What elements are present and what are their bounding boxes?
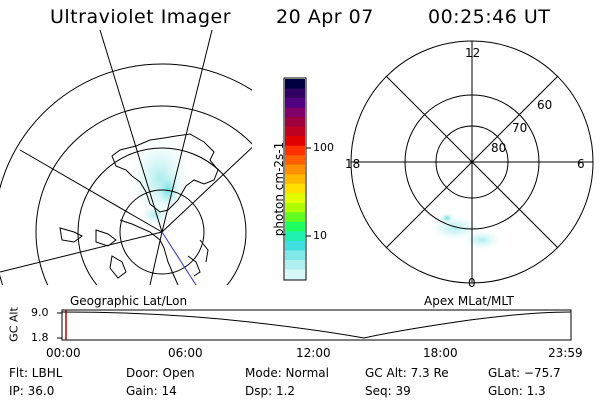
aurora-patch [464,230,500,250]
timeline-x-tick: 18:00 [423,346,458,360]
colorbar-cell [285,98,305,109]
colorbar-cell [285,221,305,232]
mlat-label-60: 60 [537,98,553,112]
lat-circle [35,105,252,285]
colorbar-cell [285,259,305,270]
colorbar-cell [285,79,305,90]
colorbar-unit-label: photon cm-2s-1 [272,141,286,237]
mlt-label-dusk: 18 [345,157,361,171]
mlt-label-dawn: 6 [577,157,585,171]
coastline [59,133,219,285]
dsp-info: Dsp: 1.2 [245,384,296,398]
colorbar-cell [285,212,305,223]
colorbar-cell [285,231,305,242]
mode-info: Mode: Normal [245,366,329,380]
colorbar-cell [285,88,305,99]
aurora-patch [141,205,169,225]
timeline-y-tick: 9.0 [31,306,49,319]
mlat-label-80: 80 [491,141,507,155]
lat-circle [119,189,205,275]
color-bar [283,77,311,281]
timeline-ticks [57,312,62,339]
timeline-frame [61,309,572,341]
satellite-track [161,231,197,285]
colorbar-cell [285,250,305,261]
colorbar-cell [285,183,305,194]
colorbar-cell [285,174,305,185]
timeline-x-tick: 23:59 [548,346,583,360]
colorbar-cell [285,269,305,280]
colorbar-cell [285,155,305,166]
colorbar-cell [285,126,305,137]
timeline-x-tick: 06:00 [168,346,203,360]
left-panel-label: Geographic Lat/Lon [70,294,188,308]
gain-info: Gain: 14 [126,384,177,398]
colorbar-cell [285,202,305,213]
mlt-lines [351,41,593,283]
instrument-title: Ultraviolet Imager [50,6,232,28]
seq-info: Seq: 39 [365,384,411,398]
mlt-label-noon: 12 [465,46,481,60]
geographic-map [0,30,252,285]
gcalt-info: GC Alt: 7.3 Re [365,366,449,380]
glon-info: GLon: 1.3 [488,384,546,398]
colorbar-cell [285,193,305,204]
timeline-y-label: GC Alt [7,307,21,342]
right-panel-label: Apex MLat/MLT [424,294,514,308]
timeline-x-tick: 12:00 [296,346,331,360]
flt-info: Flt: LBHL [9,366,63,380]
altitude-timeline [57,309,572,341]
door-info: Door: Open [126,366,195,380]
lat-circle [0,63,252,285]
colorbar-cell [285,145,305,156]
mlt-label-midnight: 0 [468,276,476,290]
mlat-label-70: 70 [512,121,528,135]
aurora-core [440,213,454,223]
date-label: 20 Apr 07 [276,6,374,28]
colorbar-cell [285,136,305,147]
colorbar-tick-label: 10 [313,229,327,242]
time-label: 00:25:46 UT [428,6,551,28]
colorbar-cell [285,164,305,175]
ip-info: IP: 36.0 [9,384,55,398]
timeline-y-tick: 1.8 [31,331,49,344]
meridians [0,30,252,285]
colorbar-cell [285,117,305,128]
lat-circle [77,147,247,285]
glat-info: GLat: −75.7 [488,366,561,380]
colorbar-cell [285,107,305,118]
timeline-x-tick: 00:00 [46,346,81,360]
mlat-mlt-plot [350,40,594,284]
colorbar-tick-label: 100 [313,141,334,154]
altitude-curve [61,311,572,339]
colorbar-cell [285,240,305,251]
